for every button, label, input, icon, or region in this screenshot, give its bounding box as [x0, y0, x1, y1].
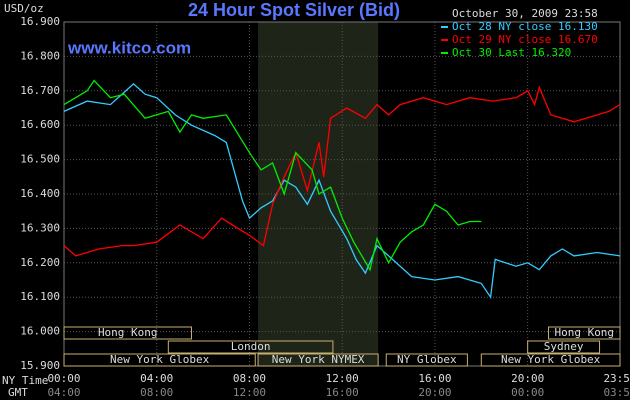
- x2-tick-label: 08:00: [140, 386, 173, 399]
- y-tick-label: 16.200: [20, 256, 60, 269]
- x-tick-label: 16:00: [418, 372, 451, 385]
- y-tick-label: 16.600: [20, 118, 60, 131]
- session-label: Sydney: [544, 340, 584, 353]
- legend-label: Oct 30 Last 16.320: [452, 46, 571, 59]
- x-tick-label: 04:00: [140, 372, 173, 385]
- x2-tick-label: 20:00: [418, 386, 451, 399]
- x2-tick-label: 16:00: [326, 386, 359, 399]
- session-label: New York Globex: [501, 353, 601, 366]
- session-label: NY Globex: [397, 353, 457, 366]
- source: www.kitco.com: [67, 38, 191, 57]
- session-box: [63, 326, 193, 340]
- session-label: New York NYMEX: [272, 353, 365, 366]
- x-tick-label: 08:00: [233, 372, 266, 385]
- series-line: [63, 85, 621, 257]
- chart-title: 24 Hour Spot Silver (Bid): [188, 0, 400, 20]
- x-tick-label: 00:00: [47, 372, 80, 385]
- timestamp: October 30, 2009 23:58: [452, 7, 598, 20]
- session-label: Hong Kong: [554, 326, 614, 339]
- x-tick-label: 20:00: [511, 372, 544, 385]
- legend-label: Oct 29 NY close 16.670: [452, 33, 598, 46]
- session-label: Hong Kong: [98, 326, 158, 339]
- session-label: London: [231, 340, 271, 353]
- session-box: [480, 353, 621, 367]
- x-axis-label: NY Time: [2, 374, 48, 387]
- y-tick-label: 16.500: [20, 153, 60, 166]
- y-tick-label: 15.900: [20, 359, 60, 372]
- x2-tick-label: 03:59: [603, 386, 630, 399]
- series-line: [63, 83, 621, 300]
- session-box: [63, 353, 256, 367]
- x-tick-label: 23:59: [603, 372, 630, 385]
- session-box: [257, 353, 379, 367]
- y-tick-label: 16.100: [20, 290, 60, 303]
- x-tick-label: 12:00: [326, 372, 359, 385]
- y-tick-label: 16.700: [20, 84, 60, 97]
- y-tick-label: 16.900: [20, 15, 60, 28]
- y-tick-label: 16.400: [20, 187, 60, 200]
- y-tick-label: 16.300: [20, 221, 60, 234]
- session-box: [385, 353, 468, 367]
- x2-axis-label: GMT: [8, 386, 28, 399]
- x2-tick-label: 12:00: [233, 386, 266, 399]
- y-tick-label: 16.000: [20, 325, 60, 338]
- series-line: [63, 79, 482, 272]
- session-box: [167, 340, 334, 354]
- session-label: New York Globex: [110, 353, 210, 366]
- session-box: [527, 340, 601, 354]
- session-box: [548, 326, 621, 340]
- legend-label: Oct 28 NY close 16.130: [452, 20, 598, 33]
- x2-tick-label: 04:00: [47, 386, 80, 399]
- x2-tick-label: 00:00: [511, 386, 544, 399]
- unit-label: USD/oz: [4, 2, 44, 15]
- y-tick-label: 16.800: [20, 49, 60, 62]
